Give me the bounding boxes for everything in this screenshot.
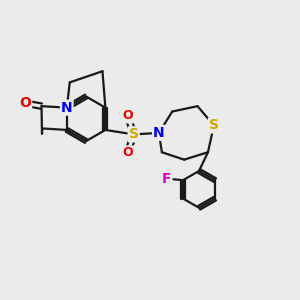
Text: S: S <box>129 128 139 141</box>
Text: O: O <box>19 96 31 110</box>
Text: N: N <box>61 100 73 115</box>
Text: F: F <box>162 172 172 186</box>
Text: N: N <box>153 126 165 140</box>
Text: O: O <box>122 110 133 122</box>
Text: O: O <box>122 146 133 159</box>
Text: S: S <box>209 118 219 133</box>
